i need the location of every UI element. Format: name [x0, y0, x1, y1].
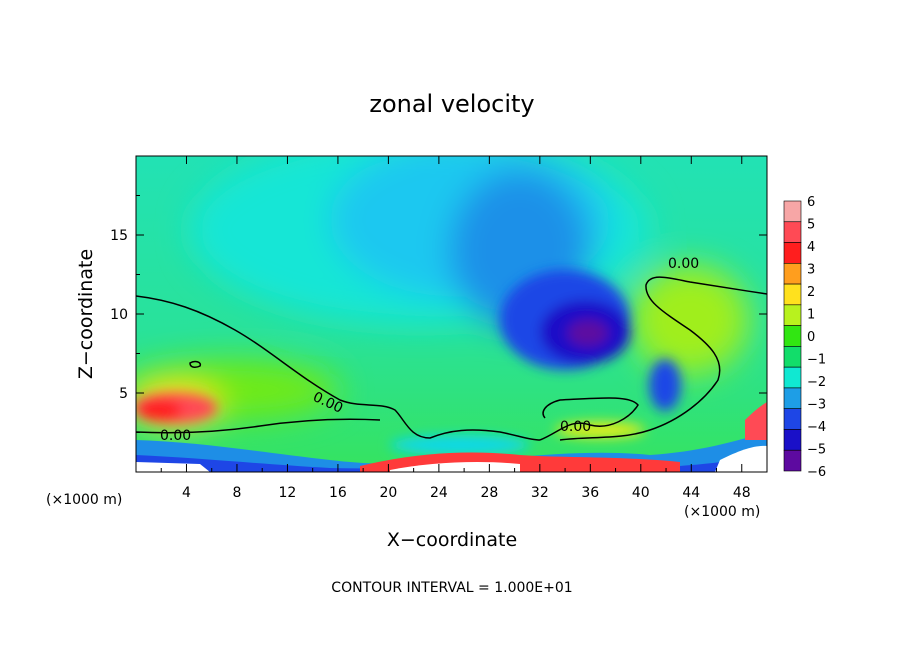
x-tick-label: 48 — [733, 485, 751, 501]
colorbar-swatch — [783, 387, 802, 409]
x-axis-ticks: 4 8 12 16 20 24 28 32 36 40 44 48 — [160, 156, 751, 501]
x-unit-label-right: (×1000 m) — [684, 504, 760, 520]
x-tick-label: 20 — [379, 485, 397, 501]
colorbar-swatch — [783, 366, 802, 389]
colorbar-swatch — [783, 325, 802, 347]
colorbar-label: 2 — [807, 285, 815, 300]
colorbar-swatch — [783, 304, 802, 326]
colorbar-label: 1 — [807, 308, 815, 323]
x-axis-label: X−coordinate — [387, 529, 517, 551]
contour-label-left: 0.00 — [160, 428, 191, 444]
x-tick-label: 16 — [329, 485, 347, 501]
colorbar-label: 5 — [807, 218, 815, 233]
y-tick-label: 15 — [110, 228, 128, 244]
x-tick-label: 12 — [279, 485, 297, 501]
colorbar-label: 6 — [807, 195, 815, 210]
contour-interval-footer: CONTOUR INTERVAL = 1.000E+01 — [331, 580, 572, 596]
x-tick-label: 36 — [581, 485, 599, 501]
contour-label-upper-right: 0.00 — [668, 256, 699, 272]
contour-label-center: 0.00 — [560, 419, 591, 435]
x-tick-label: 4 — [182, 485, 191, 501]
y-axis-ticks: 5 10 15 — [110, 195, 767, 433]
colorbar-swatch — [783, 263, 802, 285]
colorbar-label: −2 — [807, 375, 826, 390]
colorbar-swatch — [783, 242, 802, 264]
x-tick-label: 32 — [531, 485, 549, 501]
colorbar-label: −5 — [807, 443, 826, 458]
colorbar-swatch — [783, 408, 802, 430]
colorbar-swatch — [783, 283, 802, 306]
colorbar-label: −1 — [807, 353, 826, 368]
heatmap-field — [136, 156, 767, 472]
x-tick-label: 40 — [632, 485, 650, 501]
colorbar-label: 4 — [807, 240, 815, 255]
chart-title: zonal velocity — [369, 90, 534, 118]
colorbar-swatch — [783, 346, 802, 368]
colorbar-swatch — [783, 449, 802, 472]
colorbar-swatch — [783, 221, 802, 243]
colorbar-label: −3 — [807, 398, 826, 413]
zero-contours — [136, 276, 767, 441]
colorbar-swatch — [783, 200, 802, 223]
colorbar: 6 5 4 3 2 1 0 −1 −2 −3 −4 −5 −6 — [783, 195, 826, 480]
contour-labels: 0.00 0.00 0.00 0.00 — [160, 256, 699, 444]
x-tick-label: 28 — [480, 485, 498, 501]
x-tick-label: 24 — [430, 485, 448, 501]
colorbar-label: 0 — [807, 330, 815, 345]
x-tick-label: 8 — [232, 485, 241, 501]
colorbar-label: 3 — [807, 263, 815, 278]
x-tick-label: 44 — [682, 485, 700, 501]
colorbar-label: −6 — [807, 465, 826, 480]
colorbar-label: −4 — [807, 420, 826, 435]
x-unit-label-left: (×1000 m) — [46, 492, 122, 508]
colorbar-swatch — [783, 429, 802, 451]
y-axis-label: Z−coordinate — [75, 249, 97, 379]
y-tick-label: 10 — [110, 307, 128, 323]
y-tick-label: 5 — [119, 386, 128, 402]
